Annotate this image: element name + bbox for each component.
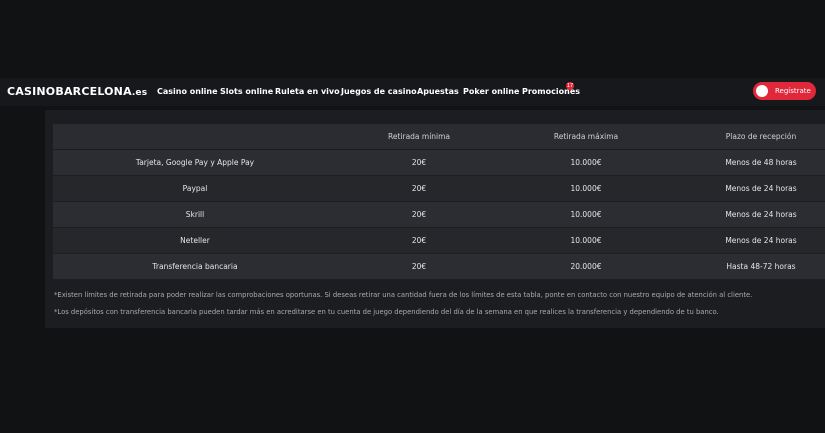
table-cell: 20€ xyxy=(411,262,427,271)
table-cell: 10.000€ xyxy=(570,236,602,245)
nav-bar xyxy=(0,78,825,106)
table-cell: 20€ xyxy=(411,236,427,245)
table-cell: Neteller xyxy=(180,236,210,245)
table-row: Neteller 20€ 10.000€ Menos de 24 horas xyxy=(53,228,825,253)
table-row: Tarjeta, Google Pay y Apple Pay 20€ 10.000… xyxy=(53,150,825,175)
register-button[interactable]: Regístrate xyxy=(753,82,816,100)
register-label[interactable]: Regístrate xyxy=(775,87,811,95)
nav-link[interactable]: Apuestas xyxy=(417,87,459,96)
table-cell: Menos de 24 horas xyxy=(725,184,797,193)
table-row: Paypal 20€ 10.000€ Menos de 24 horas xyxy=(53,176,825,201)
register-icon xyxy=(756,85,768,97)
table-row: Transferencia bancaria 20€ 20.000€ Hasta 48… xyxy=(53,254,825,279)
nav-link[interactable]: Ruleta en vivo xyxy=(275,87,340,96)
nav-link[interactable]: Casino online xyxy=(157,87,218,96)
column-header: Retirada mínima xyxy=(387,132,451,141)
table-cell: 20€ xyxy=(411,210,427,219)
table-cell: Paypal xyxy=(182,184,208,193)
column-header: Retirada máxima xyxy=(553,132,619,141)
table-cell: 20€ xyxy=(411,184,427,193)
table-header: Retirada mínima Retirada máxima Plazo de r… xyxy=(53,124,825,149)
table-cell: 10.000€ xyxy=(570,210,602,219)
logo-text[interactable]: CASINOBARCELONA xyxy=(7,85,132,98)
table-cell: 10.000€ xyxy=(570,158,602,167)
table-cell: Transferencia bancaria xyxy=(152,262,238,271)
table-cell: 20€ xyxy=(411,158,427,167)
logo[interactable]: CASINOBARCELONA.es xyxy=(7,85,147,98)
nav-link[interactable]: Slots online xyxy=(220,87,274,96)
table-cell: Tarjeta, Google Pay y Apple Pay xyxy=(135,158,255,167)
table-cell: Menos de 48 horas xyxy=(725,158,797,167)
nav-link[interactable]: Promociones xyxy=(522,87,580,96)
nav-link[interactable]: Juegos de casino xyxy=(341,87,417,96)
table-cell: Hasta 48-72 horas xyxy=(726,262,796,271)
table-cell: Menos de 24 horas xyxy=(725,236,797,245)
table-cell: 10.000€ xyxy=(570,184,602,193)
table-cell: 20.000€ xyxy=(570,262,602,271)
table-cell: Menos de 24 horas xyxy=(725,210,797,219)
table-row: Skrill 20€ 10.000€ Menos de 24 horas xyxy=(53,202,825,227)
logo-suffix[interactable]: .es xyxy=(131,88,148,98)
promo-badge: 17 xyxy=(566,82,574,90)
footnote: *Existen límites de retirada para poder … xyxy=(54,291,753,299)
footnote: *Los depósitos con transferencia bancari… xyxy=(54,308,719,316)
nav-link[interactable]: Poker online xyxy=(463,87,520,96)
table-cell: Skrill xyxy=(185,210,205,219)
column-header: Plazo de recepción xyxy=(725,132,797,141)
